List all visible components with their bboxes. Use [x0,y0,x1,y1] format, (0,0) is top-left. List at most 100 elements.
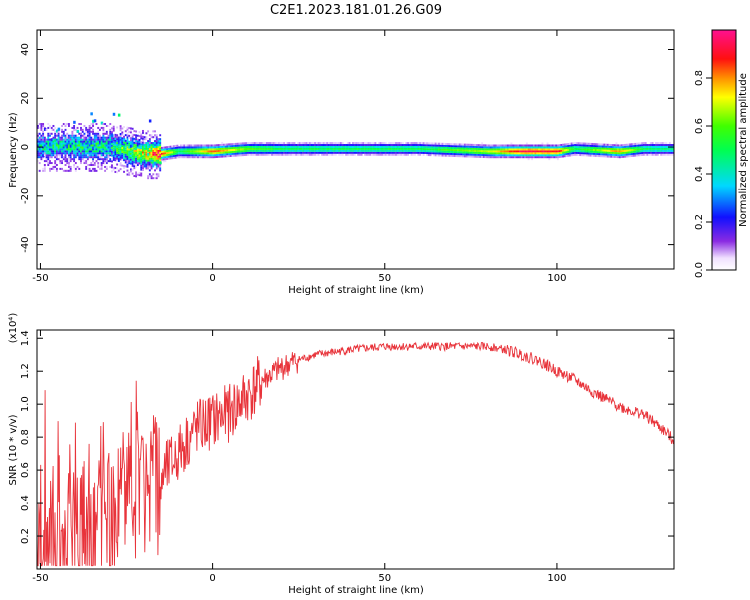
spectrogram-cell [124,149,127,152]
snr-x-tick-label: 50 [378,573,391,584]
spectrogram-cell [660,145,663,148]
spectrogram-cell [97,136,100,139]
spectrogram-cell [124,165,127,168]
spectrogram-cell [69,156,72,159]
spectrogram-cell [565,143,568,146]
spectrogram-cell [432,154,435,157]
spectrogram-cell [618,144,621,147]
spectrogram-cell [121,139,124,142]
spectrogram-cell [50,138,54,142]
spectrogram-cell [136,150,139,153]
spectrogram-cell [453,151,456,154]
spectrogram-cell [598,151,601,154]
spectrogram-cell [178,154,181,157]
spectrogram-cell [612,155,614,158]
spectrogram-cell [202,150,205,153]
spectrogram-cell [88,138,91,141]
spectrogram-cell [262,145,265,148]
spectrogram-cell [286,142,289,145]
spectrogram-cell [284,145,287,148]
spectrogram-cell [355,142,358,145]
spectrogram-cell [303,151,306,154]
spectrogram-cell [388,151,391,154]
spectrogram-cell [322,151,325,154]
spectrogram-cell [49,140,51,143]
spectrogram-cell [570,148,573,151]
spectrogram-cell [507,146,509,149]
spectrogram-cell [38,162,41,165]
spectrogram-cell [250,147,253,150]
spectrogram-cell [66,144,69,147]
spectrogram-cell [617,156,620,159]
spectrogram-cell [55,156,58,159]
spectrogram-cell [529,148,532,151]
spectrogram-cell [345,147,348,150]
spectrogram-cell [367,147,370,150]
spectrogram-cell [594,147,597,150]
spectrogram-cell [105,154,108,157]
spectrogram-cell [460,145,463,148]
spectrogram-cell [374,151,377,154]
colorbar-tick-label: 0.2 [694,214,705,230]
spectrogram-cell [42,154,45,158]
spectrogram-cell [64,138,67,141]
spectrogram-cell [581,148,583,151]
spectrogram-cell [224,147,227,150]
spectrogram-cell [62,152,65,155]
spectrogram-cell [209,148,212,151]
spectrogram-cell [632,145,635,148]
spectrogram-cell [663,149,666,152]
spectrogram-cell [42,123,45,126]
spectrogram-cell [630,143,633,146]
spectrogram-cell [334,153,337,156]
spectrogram-cell [367,149,370,152]
spectrogram-cell [205,156,208,159]
spectrogram-cell [591,142,594,145]
spectrogram-cell [420,151,423,154]
spectrogram-cell [200,154,203,157]
spectrogram-cell [326,147,329,150]
spectrogram-cell [312,149,315,152]
spectrogram-cell [80,126,82,129]
spectrogram-cell [81,146,84,149]
spectrogram-cell [221,149,224,152]
spectrogram-cell [152,130,155,133]
spectrogram-cell [97,144,100,147]
spectrogram-cell [279,153,282,156]
spectrogram-cell [162,156,165,159]
spectrogram-cell [515,152,518,155]
spectrogram-cell [276,153,279,156]
spectrogram-cell [370,143,373,146]
spectrogram-cell [88,152,91,155]
spectrogram-cell [327,145,330,148]
spectrogram-cell [568,146,571,149]
spectrogram-cell [255,149,258,152]
spectrogram-cell [457,153,459,156]
spectrogram-cell [100,136,103,139]
spectrogram-cell [222,143,225,146]
spectrogram-cell [324,153,327,156]
spectrogram-cell [104,136,107,139]
spectrogram-cell [612,153,614,156]
spectrogram-cell [205,152,208,155]
spectrogram-cell [147,159,150,162]
spectrogram-cell [651,142,654,145]
spectrogram-cell [214,152,217,155]
spectrogram-cell [651,147,654,150]
spectrogram-cell [221,151,224,154]
spectrogram-cell [240,154,243,157]
spectrogram-cell [574,143,577,146]
spectrogram-cell [596,151,599,154]
spectrogram-cell [133,167,136,170]
spectrogram-cell [226,153,229,156]
spectrogram-cell [126,169,129,172]
spectrogram-cell [155,161,158,164]
spectrogram-cell [181,152,184,155]
spectrogram-cell [352,143,354,146]
spectrogram-cell [37,140,39,143]
spectrogram-cell [393,153,396,156]
spectrogram-cell [55,158,58,161]
spectrogram-cell [43,127,47,131]
spectrogram-cell [93,148,96,151]
spectrogram-cell [388,147,391,150]
